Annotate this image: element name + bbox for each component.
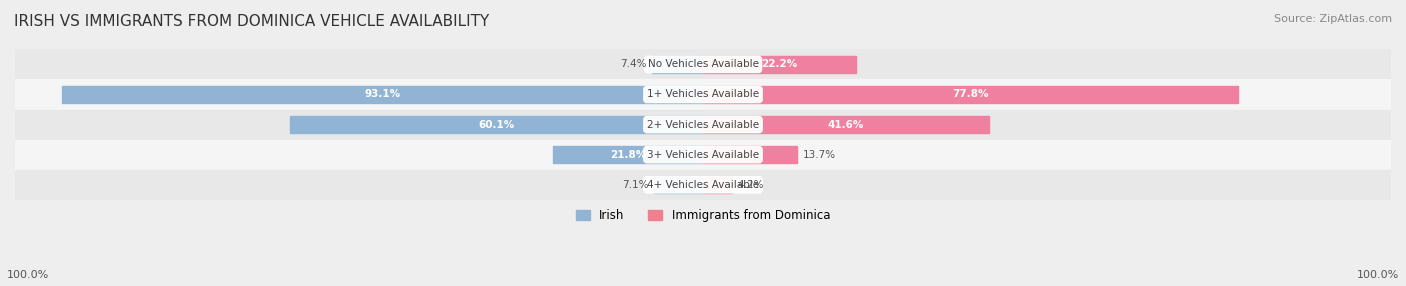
Text: 1+ Vehicles Available: 1+ Vehicles Available bbox=[647, 90, 759, 100]
Bar bbox=[652, 56, 703, 73]
Text: IRISH VS IMMIGRANTS FROM DOMINICA VEHICLE AVAILABILITY: IRISH VS IMMIGRANTS FROM DOMINICA VEHICL… bbox=[14, 14, 489, 29]
Text: 22.2%: 22.2% bbox=[761, 59, 797, 69]
Text: 41.6%: 41.6% bbox=[828, 120, 865, 130]
Bar bbox=[62, 86, 703, 103]
Bar bbox=[703, 176, 733, 193]
Text: 60.1%: 60.1% bbox=[478, 120, 515, 130]
Text: 77.8%: 77.8% bbox=[952, 90, 988, 100]
Bar bbox=[703, 56, 856, 73]
Text: 4.2%: 4.2% bbox=[737, 180, 763, 190]
Text: 100.0%: 100.0% bbox=[7, 270, 49, 280]
Text: No Vehicles Available: No Vehicles Available bbox=[648, 59, 758, 69]
Bar bbox=[703, 86, 1239, 103]
Text: 21.8%: 21.8% bbox=[610, 150, 647, 160]
Text: 2+ Vehicles Available: 2+ Vehicles Available bbox=[647, 120, 759, 130]
Bar bbox=[15, 49, 1391, 80]
Text: Source: ZipAtlas.com: Source: ZipAtlas.com bbox=[1274, 14, 1392, 24]
Bar bbox=[654, 176, 703, 193]
Bar bbox=[15, 80, 1391, 110]
Text: 7.1%: 7.1% bbox=[621, 180, 648, 190]
Bar bbox=[703, 116, 990, 133]
Text: 4+ Vehicles Available: 4+ Vehicles Available bbox=[647, 180, 759, 190]
Text: 100.0%: 100.0% bbox=[1357, 270, 1399, 280]
Bar bbox=[703, 146, 797, 163]
Text: 7.4%: 7.4% bbox=[620, 59, 647, 69]
Legend: Irish, Immigrants from Dominica: Irish, Immigrants from Dominica bbox=[571, 204, 835, 227]
Bar bbox=[553, 146, 703, 163]
Bar bbox=[290, 116, 703, 133]
Text: 13.7%: 13.7% bbox=[803, 150, 837, 160]
Text: 93.1%: 93.1% bbox=[364, 90, 401, 100]
Bar bbox=[15, 110, 1391, 140]
Text: 3+ Vehicles Available: 3+ Vehicles Available bbox=[647, 150, 759, 160]
Bar bbox=[15, 140, 1391, 170]
Bar bbox=[15, 170, 1391, 200]
